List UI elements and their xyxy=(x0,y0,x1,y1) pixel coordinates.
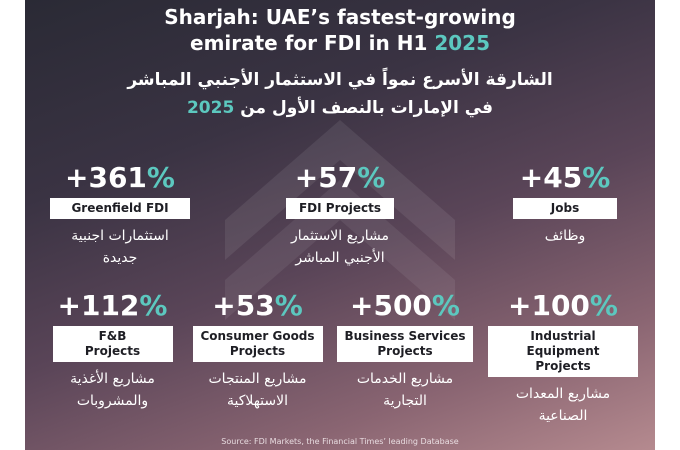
stat-value: +45% xyxy=(519,161,611,194)
stat-jobs: +45% Jobs وظائف xyxy=(495,162,635,247)
stat-value: +100% xyxy=(508,289,618,322)
arabic-title-line2: في الإمارات بالنصف الأول من 2025 xyxy=(25,98,655,118)
stat-business-services-projects: +500% Business Services Projects مشاريع … xyxy=(330,290,480,412)
stat-label-box: Consumer Goods Projects xyxy=(192,326,323,362)
title-text: emirate for FDI in H1 xyxy=(190,31,435,55)
stat-label-box: Business Services Projects xyxy=(337,326,473,362)
stat-label-box: Jobs xyxy=(513,198,617,219)
stat-consumer-goods-projects: +53% Consumer Goods Projects مشاريع المن… xyxy=(185,290,330,412)
stat-arabic-label: مشاريع الأغذية والمشروبات xyxy=(70,371,155,409)
stat-arabic-label: مشاريع الاستثمار الأجنبي المباشر xyxy=(291,228,389,266)
stat-label-box: Greenfield FDI xyxy=(50,198,190,219)
stat-arabic-label: مشاريع المعدات الصناعية xyxy=(515,386,611,424)
stat-value: +361% xyxy=(65,161,175,194)
stat-fnb-projects: +112% F&B Projects مشاريع الأغذية والمشر… xyxy=(40,290,185,412)
stat-label-box: F&B Projects xyxy=(52,326,173,362)
stat-label-box: Industrial Equipment Projects xyxy=(488,326,638,377)
stat-value: +53% xyxy=(212,289,303,322)
stat-value: +500% xyxy=(350,289,460,322)
stat-value: +57% xyxy=(294,161,386,194)
page-title-line2: emirate for FDI in H1 2025 xyxy=(25,30,655,56)
stat-arabic-label: وظائف xyxy=(544,228,586,244)
arabic-title-year: 2025 xyxy=(186,98,235,118)
stat-arabic-label: استثمارات اجنبية جديدة xyxy=(71,228,169,266)
stat-arabic-label: مشاريع الخدمات التجارية xyxy=(356,371,454,409)
stat-value: +112% xyxy=(57,289,168,322)
source-note: Source: FDI Markets, the Financial Times… xyxy=(221,437,459,446)
arabic-title-line1: الشارقة الأسرع نمواً في الاستثمار الأجنب… xyxy=(127,70,553,90)
page-title-line1: Sharjah: UAE’s fastest-growing xyxy=(164,5,516,29)
title-year: 2025 xyxy=(434,31,490,55)
stat-arabic-label: مشاريع المنتجات الاستهلاكية xyxy=(208,371,307,409)
stat-label-box: FDI Projects xyxy=(286,198,394,219)
arabic-title-text: في الإمارات بالنصف الأول من xyxy=(234,98,494,118)
stat-industrial-equipment-projects: +100% Industrial Equipment Projects مشار… xyxy=(483,290,643,427)
stat-greenfield-fdi: +361% Greenfield FDI استثمارات اجنبية جد… xyxy=(45,162,195,269)
infographic-poster: Sharjah: UAE’s fastest-growing emirate f… xyxy=(25,0,655,450)
stat-fdi-projects: +57% FDI Projects مشاريع الاستثمار الأجن… xyxy=(265,162,415,269)
